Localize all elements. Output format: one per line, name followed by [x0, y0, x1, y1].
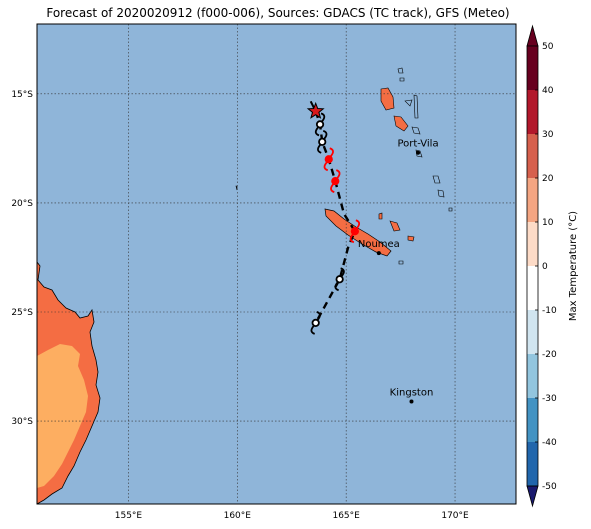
colorbar-tick-label: -10: [542, 306, 557, 316]
cyclone-symbol-red: [349, 219, 361, 244]
colorbar-tick-label: -30: [542, 394, 557, 404]
place-dot: [409, 399, 414, 404]
colorbar-segment: [527, 46, 538, 90]
ocean-area: [37, 24, 516, 504]
graticule: [37, 24, 516, 504]
colorbar-segment: [527, 442, 538, 486]
colorbar-tick-label: -20: [542, 350, 557, 360]
cyclone-symbol: [334, 267, 345, 292]
cyclone-symbol-red: [323, 147, 334, 172]
colorbar-tick-label: 50: [542, 42, 554, 52]
cyclone-symbol: [317, 129, 328, 154]
vanuatu-small-islands: [235, 67, 453, 265]
colorbar-segment: [527, 398, 538, 442]
map-frame: [36, 23, 517, 505]
place-dot: [376, 251, 381, 256]
colorbar: 50 40 30 20 10 0 -10 -20 -30 -40 -50 Max Temperatur…: [526, 24, 579, 508]
place-markers: Port-Vila Noumea Kingston: [358, 139, 439, 404]
vanuatu-espiritu-santo: [380, 87, 395, 111]
map-title: Forecast of 2020020912 (f000-006), Sourc…: [46, 6, 510, 20]
cyclone-symbol: [314, 112, 326, 137]
place-label: Noumea: [358, 239, 400, 250]
place-label: Kingston: [390, 387, 434, 398]
colorbar-tick-label: 0: [542, 262, 548, 272]
cyclone-symbol: [310, 311, 321, 335]
colorbar-tick-label: -40: [542, 438, 557, 448]
colorbar-min-arrow: [526, 485, 539, 508]
australia-warm-region: [37, 344, 88, 488]
cyclone-track: [306, 100, 361, 335]
axis-tick-labels: 15°S 20°S 25°S 30°S 155°E 160°E 165°E 170°E: [11, 90, 469, 521]
track-line: [314, 110, 357, 324]
colorbar-segment: [527, 90, 538, 134]
colorbar-segment: [527, 134, 538, 178]
colorbar-tick-label: 30: [542, 130, 554, 140]
colorbar-tick-label: -50: [542, 482, 557, 492]
lat-tick-label: 20°S: [11, 199, 33, 209]
colorbar-segment: [527, 310, 538, 354]
colorbar-tick-label: 20: [542, 174, 554, 184]
place-dot: [416, 150, 421, 155]
cyclone-symbol-red: [330, 169, 341, 193]
colorbar-max-arrow: [526, 24, 539, 47]
colorbar-segment: [527, 354, 538, 398]
vanuatu-malakula: [393, 115, 409, 132]
current-position-star: [306, 101, 325, 119]
place-label: Port-Vila: [397, 139, 438, 150]
colorbar-tick-label: 40: [542, 86, 554, 96]
loyalty-islands: [378, 212, 415, 242]
lat-tick-label: 30°S: [11, 417, 33, 427]
lon-tick-label: 170°E: [441, 511, 469, 521]
lon-tick-label: 155°E: [115, 511, 143, 521]
colorbar-tick-label: 10: [542, 218, 554, 228]
colorbar-segment: [527, 222, 538, 266]
lon-tick-label: 165°E: [332, 511, 360, 521]
lat-tick-label: 15°S: [11, 90, 33, 100]
colorbar-segment: [527, 178, 538, 222]
colorbar-label: Max Temperature (°C): [568, 211, 579, 321]
lon-tick-label: 160°E: [224, 511, 252, 521]
lat-tick-label: 25°S: [11, 308, 33, 318]
colorbar-segment: [527, 266, 538, 310]
